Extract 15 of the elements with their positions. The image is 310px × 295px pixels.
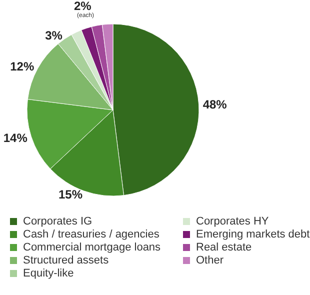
legend-label: Cash / treasuries / agencies: [23, 228, 160, 240]
legend-label: Real estate: [196, 242, 252, 254]
text: 2%: [74, 0, 92, 13]
data-label: 15%: [58, 188, 83, 202]
legend-label: Corporates HY: [196, 216, 270, 228]
legend-label: Equity-like: [23, 268, 74, 280]
legend-label: Other: [196, 254, 224, 266]
data-label: 48%: [202, 97, 228, 112]
legend-label: Structured assets: [23, 254, 110, 266]
legend-label: Emerging markets debt: [196, 228, 310, 240]
data-label: 14%: [3, 130, 28, 145]
data-label: 3%: [45, 28, 63, 43]
legend-label: Corporates IG: [23, 216, 92, 228]
data-label: 12%: [10, 60, 34, 74]
legend-label: Commercial mortgage loans: [23, 242, 162, 254]
